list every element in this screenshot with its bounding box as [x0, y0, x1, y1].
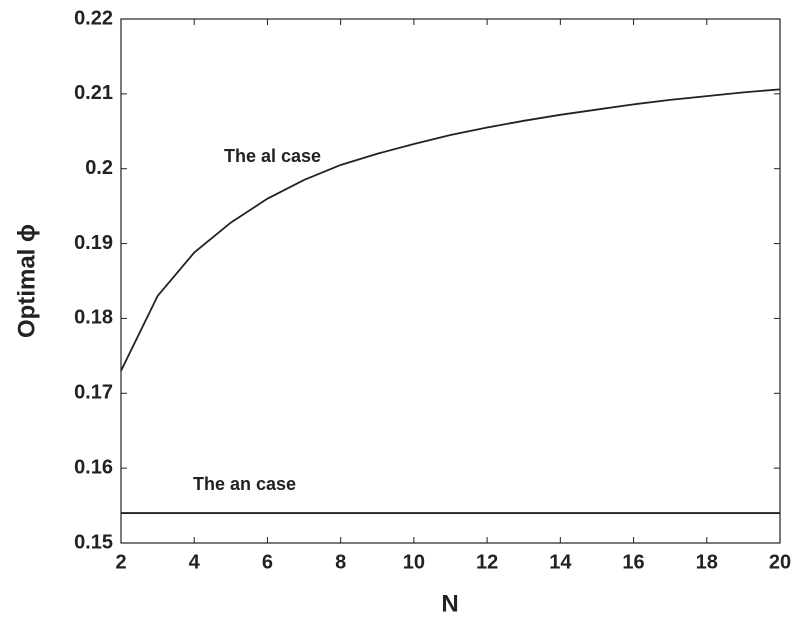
series-line [120, 88, 781, 372]
x-tick-label: 4 [189, 551, 201, 573]
x-axis-label: N [441, 590, 458, 617]
x-tick-label: 8 [335, 551, 346, 573]
x-tick-label: 16 [622, 551, 644, 573]
y-tick-label: 0.21 [74, 82, 113, 104]
x-tick-label: 10 [403, 551, 425, 573]
x-tick-label: 6 [262, 551, 273, 573]
plot-frame [120, 18, 781, 544]
x-tick-label: 12 [476, 551, 498, 573]
y-tick-label: 0.18 [74, 307, 113, 329]
y-tick-label: 0.19 [74, 232, 113, 254]
y-tick-label: 0.2 [85, 157, 113, 179]
x-tick-label: 18 [696, 551, 718, 573]
series-annotation: The an case [193, 474, 296, 494]
x-tick-label: 20 [769, 551, 791, 573]
y-tick-label: 0.22 [74, 7, 113, 29]
x-tick-label: 2 [115, 551, 126, 573]
series-annotation: The al case [224, 146, 321, 166]
y-axis-label: Optimal ϕ [13, 224, 40, 338]
y-tick-label: 0.15 [74, 531, 113, 553]
x-tick-label: 14 [549, 551, 572, 573]
y-tick-label: 0.16 [74, 456, 113, 478]
y-tick-label: 0.17 [74, 382, 113, 404]
